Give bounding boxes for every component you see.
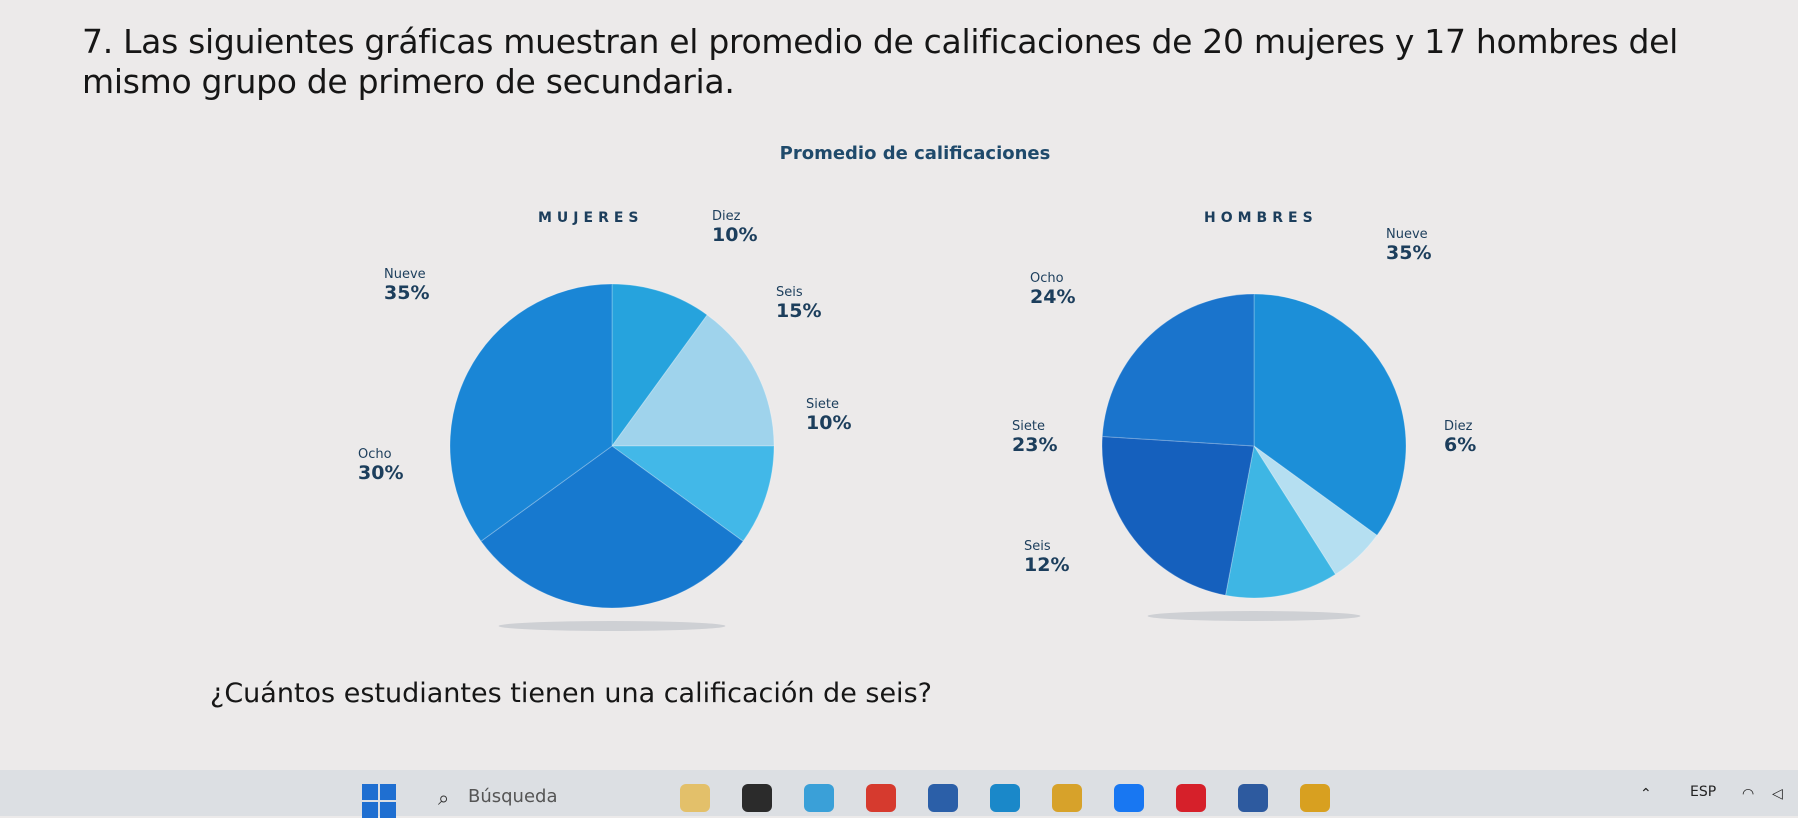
taskbar-app-icon[interactable]	[866, 784, 896, 812]
taskbar-app-icon[interactable]	[1176, 784, 1206, 812]
hombres-slice-diez	[1253, 445, 1378, 576]
men-label-nueve: Nueve 35%	[1386, 227, 1432, 264]
men-pie-heading: HOMBRES	[1204, 210, 1318, 226]
taskbar-app-icon[interactable]	[1114, 784, 1144, 812]
women-pie	[449, 283, 775, 631]
men-label-siete: Siete 23%	[1012, 419, 1058, 456]
chart-title: Promedio de calificaciones	[779, 143, 1051, 164]
women-label-siete: Siete 10%	[806, 397, 852, 434]
speaker-icon[interactable]: ◁	[1772, 786, 1783, 802]
women-label-diez: Diez 10%	[712, 209, 758, 246]
taskbar: ⌕ Búsqueda ⌃ ESP ◠ ◁	[0, 770, 1798, 818]
question-title: 7. Las siguientes gráficas muestran el p…	[82, 22, 1678, 101]
taskbar-app-icon[interactable]	[804, 784, 834, 812]
hombres-slice-nueve	[1253, 293, 1407, 537]
hombres-slice-siete	[1101, 435, 1255, 596]
taskbar-app-icon[interactable]	[742, 784, 772, 812]
mujeres-slice-diez	[611, 283, 708, 448]
taskbar-app-icon[interactable]	[680, 784, 710, 812]
taskbar-app-icon[interactable]	[1300, 784, 1330, 812]
wifi-icon[interactable]: ◠	[1742, 786, 1755, 802]
chevron-up-icon[interactable]: ⌃	[1640, 786, 1652, 802]
hombres-pie-shadow	[1147, 611, 1361, 621]
women-pie-heading: MUJERES	[538, 210, 644, 226]
taskbar-app-icon[interactable]	[1052, 784, 1082, 812]
hombres-slice-ocho	[1101, 293, 1255, 447]
taskbar-app-icon[interactable]	[928, 784, 958, 812]
mujeres-slice-nueve	[449, 283, 613, 542]
question-prompt: ¿Cuántos estudiantes tienen una califica…	[210, 678, 932, 709]
mujeres-slice-seis	[611, 314, 775, 447]
women-label-nueve: Nueve 35%	[384, 267, 430, 304]
men-label-diez: Diez 6%	[1444, 419, 1477, 456]
women-label-seis: Seis 15%	[776, 285, 822, 322]
windows-start-icon[interactable]	[362, 784, 396, 818]
hombres-slice-seis	[1224, 444, 1337, 599]
mujeres-slice-ocho	[480, 445, 744, 609]
men-pie	[1101, 293, 1407, 621]
magnifier-icon[interactable]: ⌕	[438, 786, 450, 810]
taskbar-app-icon[interactable]	[990, 784, 1020, 812]
taskbar-search-input[interactable]: Búsqueda	[468, 786, 558, 807]
taskbar-app-icon[interactable]	[1238, 784, 1268, 812]
mujeres-pie-shadow	[498, 621, 726, 631]
men-label-seis: Seis 12%	[1024, 539, 1070, 576]
mujeres-slice-siete	[610, 445, 775, 542]
women-label-ocho: Ocho 30%	[358, 447, 404, 484]
language-indicator[interactable]: ESP	[1690, 784, 1717, 800]
men-label-ocho: Ocho 24%	[1030, 271, 1076, 308]
pie-charts	[449, 283, 1407, 631]
